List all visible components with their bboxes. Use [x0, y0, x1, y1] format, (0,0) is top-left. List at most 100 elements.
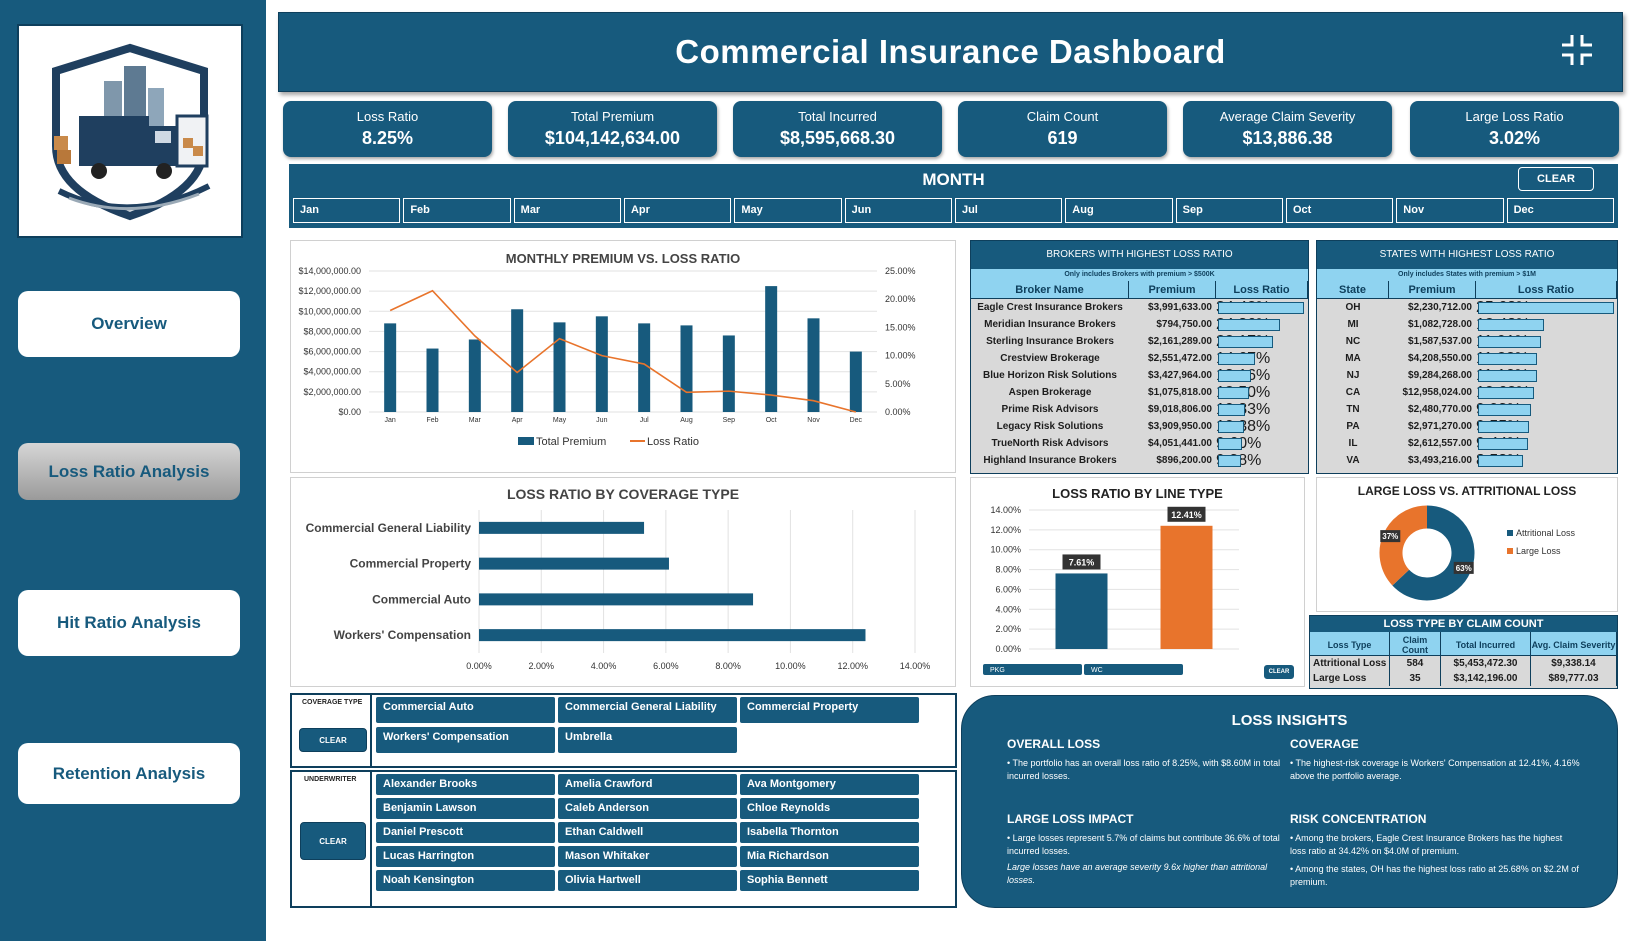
coverage-bar	[479, 593, 754, 606]
slicer-item[interactable]: Sophia Bennett	[740, 870, 919, 891]
slicer-item[interactable]: Daniel Prescott	[376, 822, 555, 843]
loss-ratio-bar-cell: 22.17%	[1216, 333, 1308, 350]
loss-ratio-bar-cell: 9.55%	[1476, 418, 1617, 435]
slicer-item[interactable]: Noah Kensington	[376, 870, 555, 891]
loss-ratio-bar-fill	[1218, 319, 1281, 331]
nav-loss-ratio-button[interactable]: Loss Ratio Analysis	[18, 443, 240, 500]
x-tick-label: 6.00%	[653, 661, 679, 671]
y-left-tick-label: $2,000,000.00	[303, 387, 361, 397]
data-label: 63%	[1456, 564, 1472, 573]
table-cell-name: OH	[1345, 302, 1361, 313]
data-label-bg	[1062, 554, 1101, 570]
slicer-item[interactable]: Chloe Reynolds	[740, 798, 919, 819]
large-vs-attritional-donut: 63% Attritional Loss 37% Large Loss	[1379, 505, 1576, 601]
slicer-item[interactable]: Isabella Thornton	[740, 822, 919, 843]
table-cell-premium: $3,427,964.00	[1148, 370, 1212, 381]
data-label-bg	[1380, 530, 1401, 543]
line-type-chart-panel: LOSS RATIO BY LINE TYPE 14.00% 12.00% 10.0…	[970, 477, 1305, 687]
slicer-item[interactable]: Olivia Hartwell	[558, 870, 737, 891]
slicer-item[interactable]: Commercial Auto	[376, 697, 555, 723]
kpi-value: 8.25%	[361, 128, 414, 148]
slicer-item[interactable]: Workers' Compensation	[376, 727, 555, 753]
table-cell-name: Prime Risk Advisors	[1001, 404, 1099, 415]
premium-bar	[765, 286, 778, 412]
slicer-item[interactable]: Ava Montgomery	[740, 774, 919, 795]
x-tick-label: 14.00%	[900, 661, 931, 671]
month-button-may[interactable]: May	[734, 198, 842, 223]
slicer-item[interactable]: Umbrella	[558, 727, 737, 753]
table-note: Only includes Brokers with premium > $50…	[971, 269, 1308, 281]
loss-ratio-bar-fill	[1218, 302, 1304, 314]
month-button-aug[interactable]: Aug	[1065, 198, 1173, 223]
y-tick-label: 6.00%	[995, 584, 1021, 594]
month-button-jul[interactable]: Jul	[954, 198, 1063, 223]
nav-retention-button[interactable]: Retention Analysis	[18, 743, 240, 804]
month-clear-button[interactable]: CLEAR	[1518, 167, 1594, 191]
loss-ratio-bar-cell: 9.44%	[1476, 435, 1617, 452]
month-button-oct[interactable]: Oct	[1285, 198, 1394, 223]
loss-ratio-bar-fill	[1218, 404, 1246, 416]
table-cell-premium: $4,208,550.00	[1408, 353, 1472, 364]
month-button-sep[interactable]: Sep	[1175, 198, 1283, 223]
month-slicer-title: MONTH	[922, 170, 985, 189]
y-right-tick-label: 15.00%	[885, 322, 916, 332]
slicer-item[interactable]: Alexander Brooks	[376, 774, 555, 795]
coverage-clear-button[interactable]: CLEAR	[299, 728, 367, 752]
table-cell-premium: $2,480,770.00	[1408, 404, 1472, 415]
table-cell-name: MA	[1345, 353, 1361, 364]
underwriter-clear-button[interactable]: CLEAR	[300, 822, 366, 860]
column-header: Claim Count	[1390, 632, 1441, 656]
column-header: Loss Ratio	[1216, 281, 1308, 299]
table-cell-premium: $1,082,728.00	[1408, 319, 1472, 330]
slicer-item[interactable]: Benjamin Lawson	[376, 798, 555, 819]
slicer-item[interactable]: Commercial Property	[740, 697, 919, 723]
month-button-jan[interactable]: Jan	[293, 198, 401, 223]
table-cell-premium: $3,909,950.00	[1148, 421, 1212, 432]
loss-ratio-bar-cell: 24.86%	[1216, 316, 1308, 333]
table-cell: $3,142,196.00	[1441, 671, 1531, 686]
loss-ratio-bar-cell: 34.42%	[1216, 299, 1308, 316]
nav-overview-button[interactable]: Overview	[18, 291, 240, 357]
x-tick-label: 12.00%	[837, 661, 868, 671]
nav-hit-ratio-button[interactable]: Hit Ratio Analysis	[18, 590, 240, 656]
insight-risk-concentration: RISK CONCENTRATION • Among the brokers, …	[1290, 813, 1580, 889]
line-type-clear-button[interactable]: CLEAR	[1263, 664, 1295, 680]
month-slicer: MONTH CLEAR Jan Feb Mar Apr May Jun Jul Aug Sep O…	[289, 164, 1618, 228]
month-button-dec[interactable]: Dec	[1506, 198, 1614, 223]
column-header: Premium	[1129, 281, 1216, 299]
month-button-apr[interactable]: Apr	[623, 198, 732, 223]
table-cell: 35	[1390, 671, 1441, 686]
insight-heading: COVERAGE	[1290, 737, 1359, 751]
line-type-slicer-label: WC	[1091, 667, 1103, 674]
month-button-nov[interactable]: Nov	[1396, 198, 1504, 223]
x-tick-label: 10.00%	[775, 661, 806, 671]
coverage-bar	[479, 557, 669, 570]
y-left-tick-label: $14,000,000.00	[298, 266, 361, 276]
x-tick-label: 4.00%	[591, 661, 617, 671]
kpi-total-premium: Total Premium $104,142,634.00	[508, 101, 717, 157]
slicer-item[interactable]: Caleb Anderson	[558, 798, 737, 819]
slicer-item[interactable]: Lucas Harrington	[376, 846, 555, 867]
x-tick-label: Jul	[640, 417, 649, 424]
table-cell-name: Blue Horizon Risk Solutions	[983, 370, 1117, 381]
table-cell-premium: $2,971,270.00	[1408, 421, 1472, 432]
slicer-item[interactable]: Ethan Caldwell	[558, 822, 737, 843]
month-button-jun[interactable]: Jun	[844, 198, 952, 223]
table-cell-premium: $794,750.00	[1156, 319, 1212, 330]
slicer-item[interactable]: Mia Richardson	[740, 846, 919, 867]
y-left-tick-label: $10,000,000.00	[298, 306, 361, 316]
loss-ratio-bar-fill	[1218, 370, 1251, 382]
insights-title: LOSS INSIGHTS	[1231, 712, 1348, 729]
month-button-mar[interactable]: Mar	[513, 198, 621, 223]
slicer-item[interactable]: Amelia Crawford	[558, 774, 737, 795]
y-tick-label: 4.00%	[995, 604, 1021, 614]
slicer-item[interactable]: Mason Whitaker	[558, 846, 737, 867]
x-tick-label: Mar	[469, 417, 482, 424]
month-button-feb[interactable]: Feb	[403, 198, 511, 223]
line-type-slicer-label: PKG	[990, 667, 1005, 674]
loss-ratio-bar-cell: 12.48%	[1476, 316, 1617, 333]
loss-ratio-bar-cell: 25.68%	[1476, 299, 1617, 316]
y-left-tick-label: $4,000,000.00	[303, 367, 361, 377]
collapse-arrows-icon[interactable]	[1558, 31, 1596, 69]
slicer-item[interactable]: Commercial General Liability	[558, 697, 737, 723]
